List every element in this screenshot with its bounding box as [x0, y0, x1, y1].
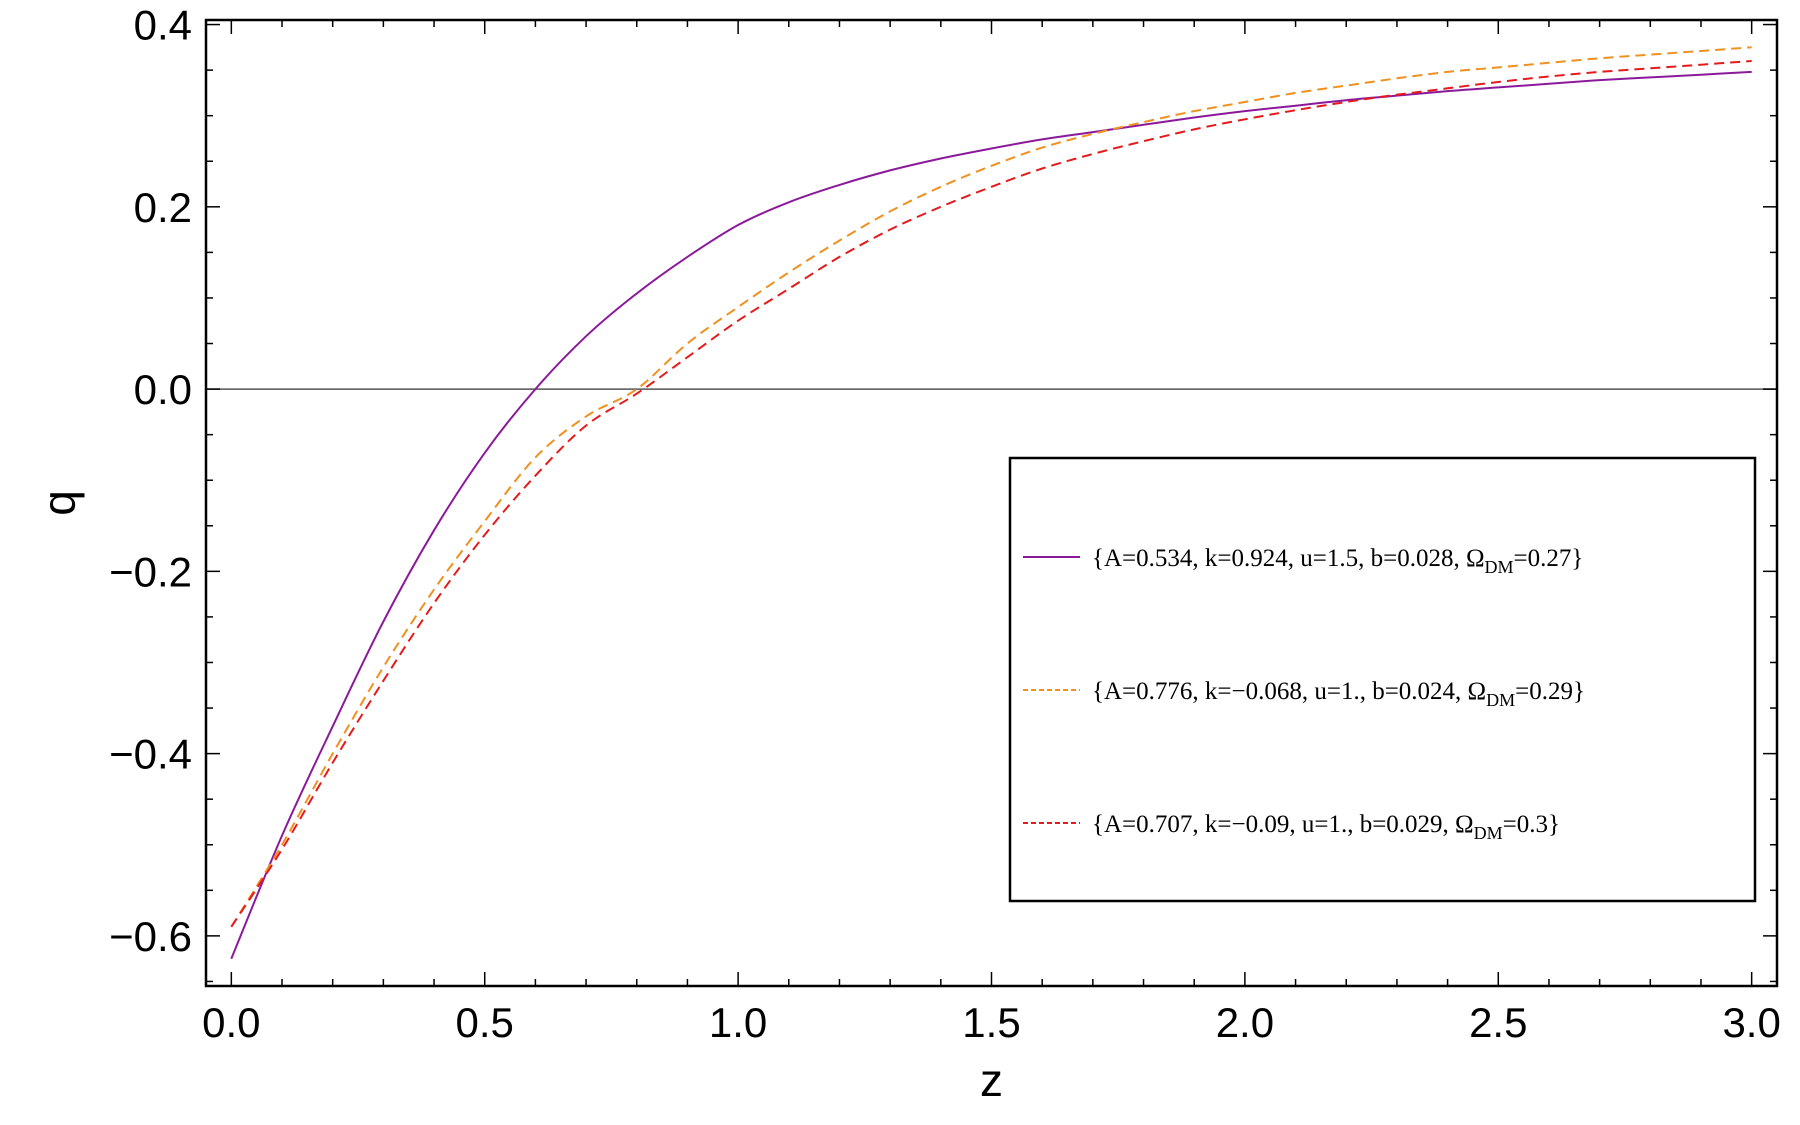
legend-subscript: DM — [1474, 823, 1503, 843]
y-tick-label: 0.4 — [134, 2, 192, 49]
y-tick-label: 0.0 — [134, 366, 192, 413]
legend-text-value: =0.29} — [1515, 678, 1585, 705]
legend-subscript: DM — [1486, 690, 1515, 710]
x-tick-label: 2.0 — [1216, 999, 1274, 1046]
ticks-layer: 0.0 0.5 1.0 1.5 2.0 2.5 3.0 −0.6 −0.4 −0.2 0.0 0.2 0… — [109, 2, 1781, 1046]
y-tick-label: 0.2 — [134, 184, 192, 231]
legend-text-main: {A=0.534, k=0.924, u=1.5, b=0.028, Ω — [1092, 545, 1485, 572]
legend-box — [1008, 456, 1757, 903]
series-line-3 — [230, 60, 1752, 928]
series-line-2 — [230, 46, 1752, 928]
y-tick-label: −0.2 — [109, 548, 192, 595]
x-tick-label: 3.0 — [1722, 999, 1780, 1046]
x-tick-label: 1.5 — [962, 999, 1020, 1046]
x-tick-label: 0.5 — [456, 999, 514, 1046]
legend-entry-2: {A=0.776, k=−0.068, u=1., b=0.024, ΩDM=0… — [1092, 678, 1585, 710]
legend-text-main: {A=0.707, k=−0.09, u=1., b=0.029, Ω — [1092, 811, 1474, 838]
series-layer — [230, 46, 1752, 960]
legend-entry-1: {A=0.534, k=0.924, u=1.5, b=0.028, ΩDM=0… — [1092, 545, 1583, 577]
y-tick-label: −0.6 — [109, 913, 192, 960]
legend: {A=0.534, k=0.924, u=1.5, b=0.028, ΩDM=0… — [1008, 456, 1757, 903]
series-line-1 — [230, 70, 1752, 960]
x-tick-label: 0.0 — [202, 999, 260, 1046]
x-axis-label: z — [980, 1054, 1003, 1106]
x-tick-label: 2.5 — [1469, 999, 1527, 1046]
legend-text-value: =0.27} — [1514, 545, 1584, 572]
legend-text-value: =0.3} — [1503, 811, 1560, 838]
y-axis-label: q — [33, 490, 85, 516]
x-tick-label: 1.0 — [709, 999, 767, 1046]
y-tick-label: −0.4 — [109, 731, 192, 778]
legend-text-main: {A=0.776, k=−0.068, u=1., b=0.024, Ω — [1092, 678, 1486, 705]
legend-subscript: DM — [1485, 557, 1514, 577]
legend-entry-3: {A=0.707, k=−0.09, u=1., b=0.029, ΩDM=0.… — [1092, 811, 1560, 843]
